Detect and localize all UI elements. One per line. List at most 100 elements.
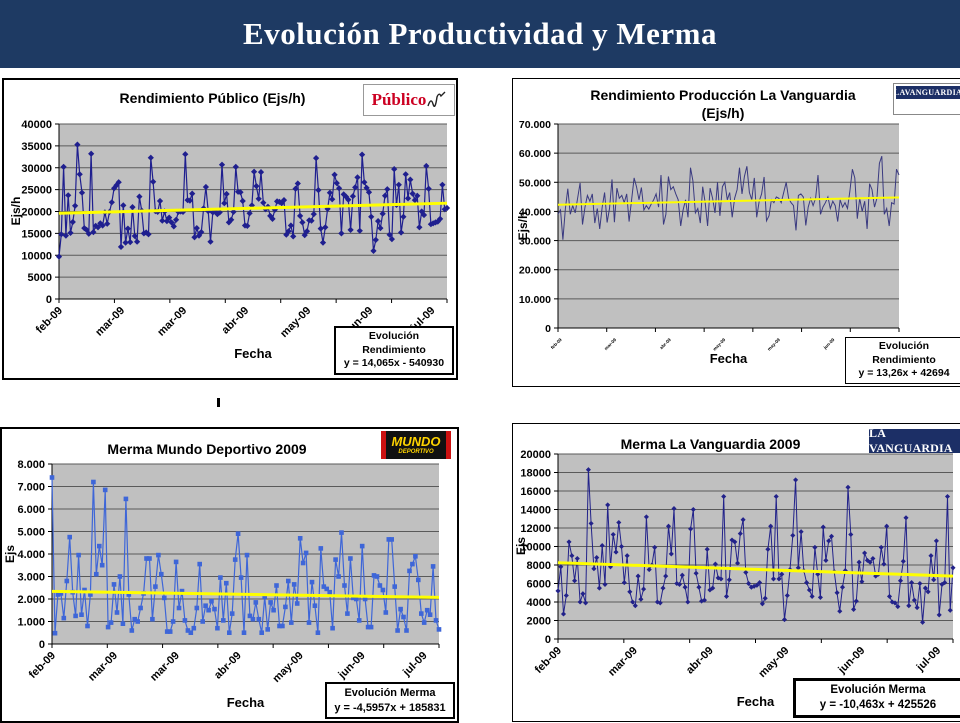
svg-text:20.000: 20.000 xyxy=(519,265,551,277)
x-axis-title: Fecha xyxy=(226,695,265,710)
svg-text:40.000: 40.000 xyxy=(519,206,551,218)
x-axis-title: Fecha xyxy=(736,694,775,709)
y-axis-title: Ejs xyxy=(3,545,17,564)
svg-text:feb-09: feb-09 xyxy=(533,645,564,676)
publico-logo-text: Público xyxy=(371,90,427,109)
svg-text:abr-09: abr-09 xyxy=(212,650,244,682)
svg-text:1.000: 1.000 xyxy=(17,617,45,629)
svg-text:60.000: 60.000 xyxy=(519,148,551,160)
svg-text:feb-09: feb-09 xyxy=(34,305,65,336)
vanguardia-logo-large: LA VANGUARDIA xyxy=(869,426,960,455)
chart-panel-vanguardia-rendimiento: 0 10.000 20.000 30.000 40.000 50.000 60.000 70.… xyxy=(512,78,960,387)
trend-label: Evolución Merma xyxy=(344,687,436,700)
svg-text:16000: 16000 xyxy=(520,486,551,498)
svg-text:0: 0 xyxy=(545,634,551,646)
svg-text:4000: 4000 xyxy=(527,597,551,609)
trend-label: Evolución Rendimiento xyxy=(872,340,936,366)
trend-equation: y = 14,065x - 540930 xyxy=(343,357,445,370)
svg-text:70.000: 70.000 xyxy=(519,119,551,131)
svg-text:may-09: may-09 xyxy=(766,337,781,352)
svg-text:mar-09: mar-09 xyxy=(606,645,640,679)
svg-text:mar-09: mar-09 xyxy=(93,305,127,339)
slide-title: Evolución Productividad y Merma xyxy=(243,16,717,51)
stray-mark xyxy=(217,398,220,407)
svg-text:6000: 6000 xyxy=(527,579,551,591)
chart-title-mundo-merma: Merma Mundo Deportivo 2009 xyxy=(42,441,372,459)
svg-text:jul-09: jul-09 xyxy=(914,645,944,675)
chart-title-vanguardia-merma: Merma La Vanguardia 2009 xyxy=(558,436,863,454)
svg-text:20000: 20000 xyxy=(520,449,551,461)
vanguardia-logo-text: LAVANGUARDIA xyxy=(893,86,960,99)
svg-text:10.000: 10.000 xyxy=(519,294,551,306)
svg-text:0: 0 xyxy=(39,639,45,651)
trend-label: Evolución Rendimiento xyxy=(362,330,426,356)
svg-text:mar-09: mar-09 xyxy=(155,305,189,339)
y-axis-title: Ejs/h xyxy=(9,196,23,226)
svg-text:jun-09: jun-09 xyxy=(835,645,867,677)
svg-text:12000: 12000 xyxy=(520,523,551,535)
svg-text:0: 0 xyxy=(545,323,551,335)
svg-text:may-09: may-09 xyxy=(271,650,306,685)
trend-label: Evolución Merma xyxy=(830,684,926,697)
trend-equation: y = -10,463x + 425526 xyxy=(819,699,937,712)
mundo-deportivo-logo: MUNDO DEPORTIVO xyxy=(381,431,451,459)
svg-text:18000: 18000 xyxy=(520,468,551,480)
svg-text:abr-09: abr-09 xyxy=(684,645,716,677)
svg-text:40000: 40000 xyxy=(21,119,52,131)
svg-text:abr-09: abr-09 xyxy=(659,337,672,350)
mundo-logo-line2: DEPORTIVO xyxy=(398,449,434,455)
svg-text:14000: 14000 xyxy=(520,505,551,517)
svg-text:2000: 2000 xyxy=(527,616,551,628)
svg-text:5.000: 5.000 xyxy=(17,527,45,539)
chart-panel-publico: 0 5000 10000 15000 20000 25000 30000 35000 40000… xyxy=(2,78,458,380)
chart-title-line1: Merma La Vanguardia 2009 xyxy=(620,436,801,452)
y-axis-title: Ejs xyxy=(514,537,528,556)
svg-text:jul-09: jul-09 xyxy=(400,650,430,680)
svg-text:10000: 10000 xyxy=(21,250,52,262)
slide-header: Evolución Productividad y Merma xyxy=(0,0,960,68)
svg-text:jun-09: jun-09 xyxy=(336,650,368,682)
svg-text:mar-09: mar-09 xyxy=(148,650,182,684)
svg-text:10000: 10000 xyxy=(520,542,551,554)
trend-equation-box: Evolución Rendimiento y = 14,065x - 5409… xyxy=(334,326,454,375)
svg-text:jun-09: jun-09 xyxy=(822,337,836,351)
svg-text:3.000: 3.000 xyxy=(17,572,45,584)
svg-text:abr-09: abr-09 xyxy=(220,305,252,337)
svg-text:20000: 20000 xyxy=(21,207,52,219)
chart-title-line1: Merma Mundo Deportivo 2009 xyxy=(107,441,307,457)
svg-text:may-09: may-09 xyxy=(712,337,727,352)
trend-equation-box: Evolución Merma y = -4,5957x + 185831 xyxy=(325,682,455,719)
trend-equation: y = -4,5957x + 185831 xyxy=(334,701,446,714)
chart-plot-mundo-merma: 0 1.000 2.000 3.000 4.000 5.000 6.000 7.000 8.00… xyxy=(17,459,442,685)
svg-text:mar-09: mar-09 xyxy=(603,337,617,351)
svg-text:8000: 8000 xyxy=(527,560,551,572)
chart-panel-vanguardia-merma: 0 2000 4000 6000 8000 10000 12000 14000 16000 180… xyxy=(512,423,960,722)
chart-title-publico: Rendimiento Público (Ejs/h) xyxy=(64,90,361,108)
chart-plot-vanguardia-merma: 0 2000 4000 6000 8000 10000 12000 14000 16000 180… xyxy=(520,449,956,680)
chart-title-line2: (Ejs/h) xyxy=(701,104,745,121)
publico-scribble-icon xyxy=(427,91,446,107)
svg-text:may-09: may-09 xyxy=(756,645,791,680)
trend-equation-box: Evolución Merma y = -10,463x + 425526 xyxy=(793,678,960,718)
svg-text:30.000: 30.000 xyxy=(519,236,551,248)
mundo-logo-line1: MUNDO xyxy=(391,434,441,449)
svg-text:2.000: 2.000 xyxy=(17,594,45,606)
chart-plot-vanguardia-rendimiento: 0 10.000 20.000 30.000 40.000 50.000 60.000 70.… xyxy=(519,119,900,352)
svg-text:4.000: 4.000 xyxy=(17,549,45,561)
svg-text:25000: 25000 xyxy=(21,185,52,197)
svg-text:7.000: 7.000 xyxy=(17,482,45,494)
svg-text:0: 0 xyxy=(46,294,52,306)
x-axis-title: Fecha xyxy=(709,351,748,366)
y-axis-title: Ejs/h xyxy=(516,211,530,241)
svg-text:5000: 5000 xyxy=(28,272,52,284)
svg-text:35000: 35000 xyxy=(21,141,52,153)
svg-text:15000: 15000 xyxy=(21,228,52,240)
svg-text:50.000: 50.000 xyxy=(519,177,551,189)
chart-plot-publico: 0 5000 10000 15000 20000 25000 30000 35000 40000… xyxy=(21,119,451,340)
svg-text:mar-09: mar-09 xyxy=(86,650,120,684)
chart-title-vanguardia-rendimiento: Rendimiento Producción La Vanguardia (Ej… xyxy=(558,87,888,122)
x-axis-title: Fecha xyxy=(234,346,272,361)
vanguardia-logo-small: LAVANGUARDIA xyxy=(893,83,960,115)
svg-text:30000: 30000 xyxy=(21,163,52,175)
svg-text:6.000: 6.000 xyxy=(17,504,45,516)
